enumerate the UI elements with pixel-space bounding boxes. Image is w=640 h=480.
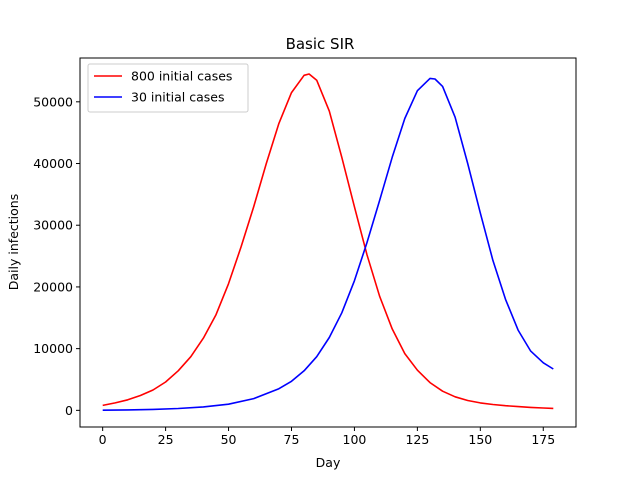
- series-line-1: [102, 77, 554, 411]
- x-tick-label-7: 175: [531, 432, 555, 447]
- x-axis-label: Day: [316, 455, 341, 470]
- plot-frame: [79, 57, 577, 428]
- x-tick-label-3: 75: [284, 432, 300, 447]
- x-tick-label-2: 50: [221, 432, 237, 447]
- x-tick-label-5: 125: [405, 432, 429, 447]
- y-axis: 0 10000 20000 30000 40000 50000: [33, 94, 80, 418]
- legend-box: [87, 63, 249, 113]
- y-tick-label-0: 0: [65, 403, 73, 418]
- y-tick-label-1: 10000: [33, 341, 73, 356]
- y-tick-label-2: 20000: [33, 279, 73, 294]
- x-axis: 0 25 50 75 100 125 150 175: [99, 427, 555, 447]
- legend-label-1: 30 initial cases: [131, 90, 224, 105]
- y-axis-label: Daily infections: [6, 194, 21, 290]
- x-tick-label-0: 0: [99, 432, 107, 447]
- x-tick-label-6: 150: [468, 432, 492, 447]
- x-tick-label-4: 100: [343, 432, 367, 447]
- legend: 800 initial cases 30 initial cases: [87, 63, 249, 113]
- y-tick-label-4: 40000: [33, 156, 73, 171]
- chart-title: Basic SIR: [286, 35, 355, 53]
- x-tick-label-1: 25: [158, 432, 174, 447]
- y-tick-label-5: 50000: [33, 94, 73, 109]
- plot-lines: [102, 73, 554, 411]
- y-tick-label-3: 30000: [33, 218, 73, 233]
- series-line-0: [102, 73, 554, 410]
- legend-label-0: 800 initial cases: [131, 69, 232, 84]
